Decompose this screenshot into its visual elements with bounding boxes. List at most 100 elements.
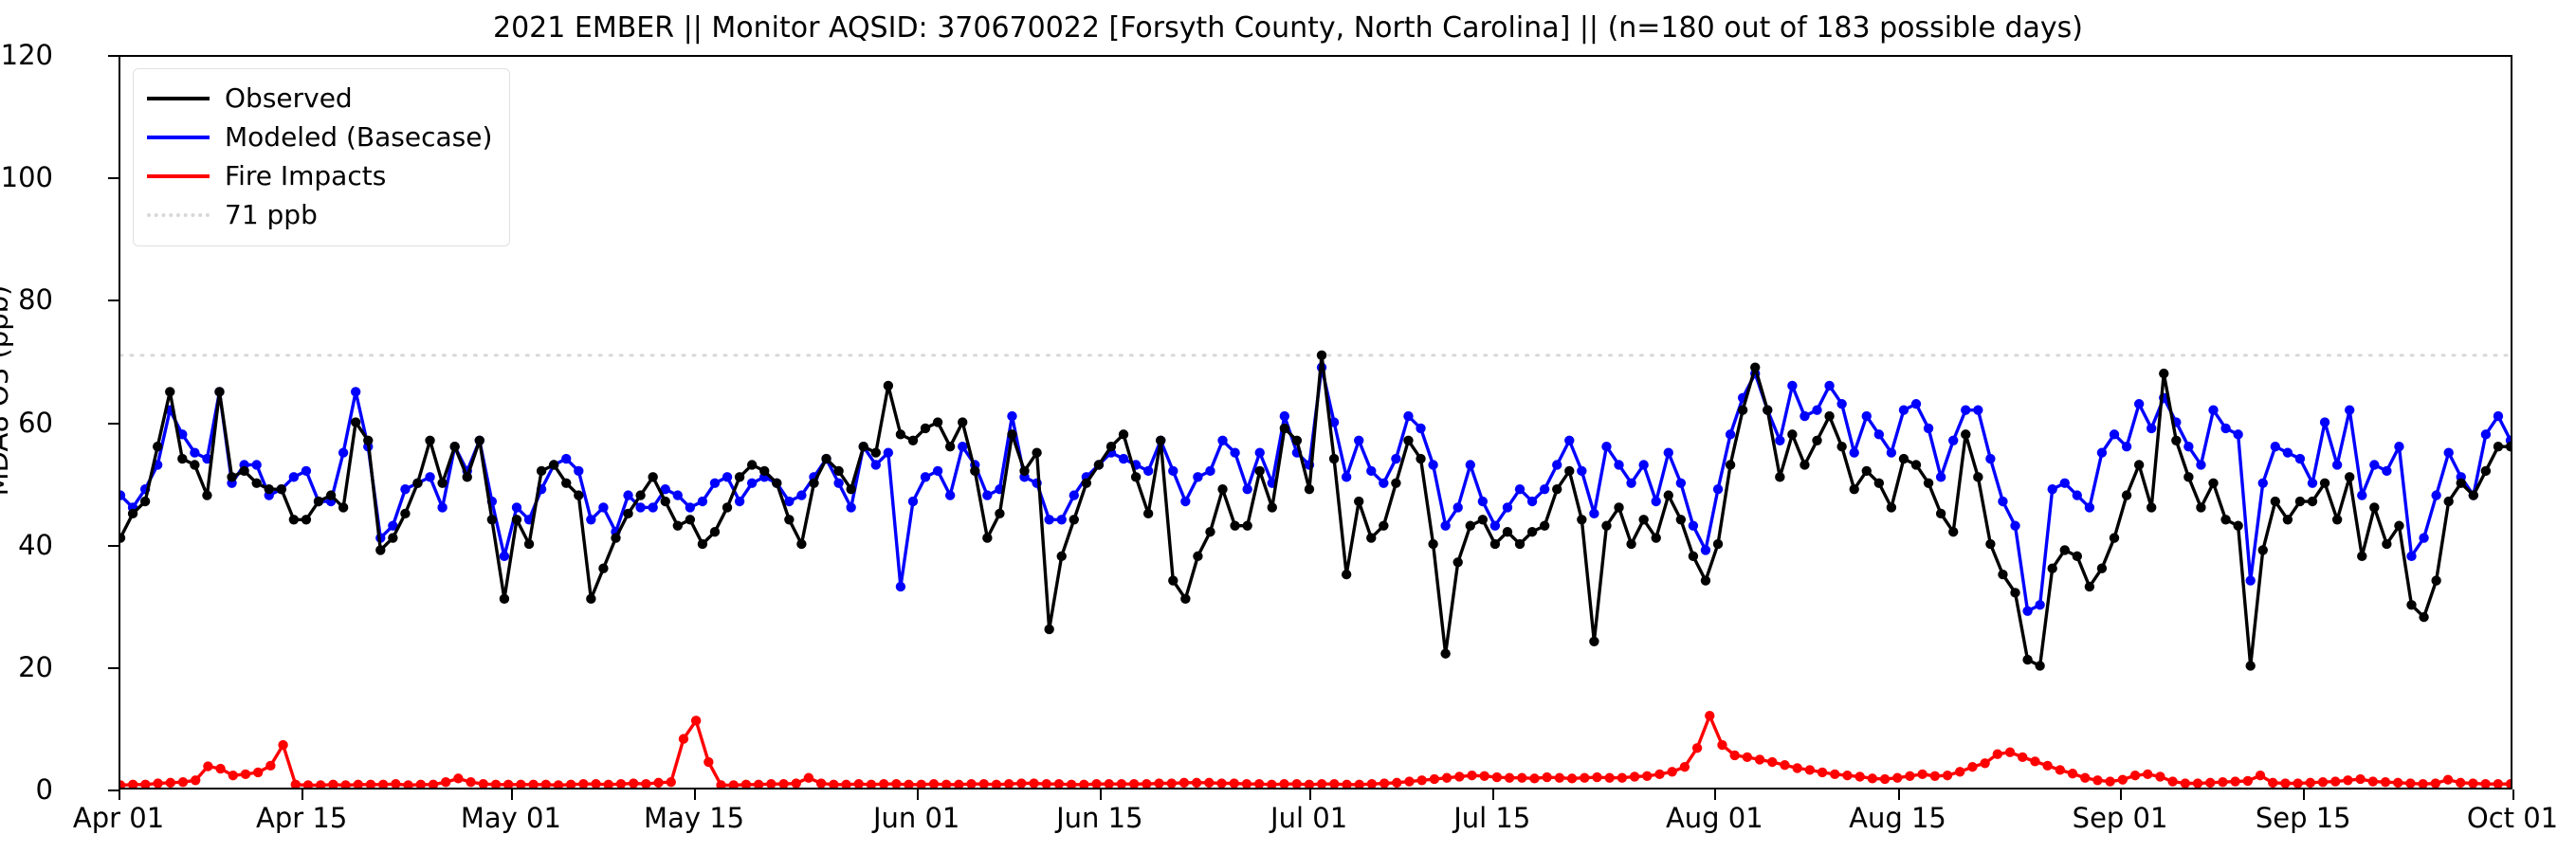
data-point — [858, 442, 868, 452]
data-point — [1477, 496, 1489, 507]
data-point — [1230, 447, 1240, 458]
data-point — [1166, 778, 1177, 788]
data-point — [944, 442, 956, 452]
data-point — [1044, 624, 1054, 635]
data-point — [1629, 771, 1640, 782]
data-point — [523, 538, 535, 550]
data-point — [1580, 772, 1590, 783]
x-tick-mark — [694, 789, 697, 800]
data-point — [1638, 515, 1649, 525]
data-point — [944, 490, 956, 500]
data-point — [709, 526, 721, 537]
data-point — [598, 563, 609, 573]
data-point — [1354, 779, 1364, 788]
legend-item[interactable]: Modeled (Basecase) — [147, 118, 492, 156]
data-point — [1742, 752, 1753, 763]
x-tick-mark — [1714, 789, 1717, 800]
data-point — [1253, 778, 1265, 788]
data-point — [821, 453, 831, 464]
data-point — [499, 593, 510, 604]
data-point — [1066, 779, 1077, 788]
data-point — [403, 780, 413, 788]
data-point — [139, 496, 151, 507]
data-point — [165, 387, 175, 397]
data-point — [1526, 526, 1538, 537]
data-point — [466, 777, 476, 788]
data-point — [623, 508, 633, 519]
data-point — [870, 447, 881, 458]
data-point — [251, 460, 262, 470]
data-point — [1329, 778, 1340, 788]
data-point — [1242, 520, 1252, 531]
data-point — [846, 502, 856, 513]
data-point — [1069, 490, 1079, 500]
data-point — [1775, 472, 1785, 482]
data-point — [391, 778, 401, 788]
data-point — [350, 387, 361, 397]
data-point — [1948, 435, 1959, 445]
legend: Observed Modeled (Basecase) Fire Impacts 71… — [133, 68, 511, 246]
data-point — [928, 778, 940, 788]
data-point — [1379, 520, 1389, 531]
data-point — [2307, 478, 2318, 488]
data-point — [1861, 465, 1872, 477]
data-point — [1614, 460, 1624, 470]
data-point — [833, 465, 844, 477]
data-point — [1328, 453, 1340, 464]
data-point — [561, 453, 572, 464]
data-point — [1842, 770, 1853, 781]
data-point — [1081, 478, 1092, 488]
data-point — [2419, 533, 2429, 543]
data-point — [1517, 772, 1527, 783]
data-point — [1116, 778, 1127, 788]
data-point — [2042, 760, 2053, 771]
data-point — [916, 779, 926, 788]
data-point — [1241, 778, 1252, 788]
data-point — [2109, 429, 2120, 440]
data-point — [1392, 777, 1402, 788]
data-point — [1029, 778, 1039, 788]
data-point — [536, 465, 547, 477]
data-point — [437, 502, 448, 513]
data-point — [2394, 520, 2404, 531]
x-tick-mark — [2303, 789, 2306, 800]
data-point — [1849, 447, 1859, 458]
data-point — [265, 760, 276, 771]
data-point — [1477, 515, 1489, 525]
data-point — [1118, 453, 1129, 464]
data-point — [1910, 460, 1922, 470]
data-point — [697, 538, 708, 550]
data-point — [338, 502, 349, 513]
legend-item[interactable]: 71 ppb — [147, 195, 492, 234]
data-point — [2133, 399, 2145, 409]
data-point — [1849, 484, 1859, 495]
data-point — [1032, 447, 1042, 458]
y-tick-label: 40 — [18, 528, 53, 561]
data-point — [1489, 520, 1501, 531]
data-point — [2121, 442, 2132, 452]
data-point — [648, 472, 658, 482]
data-point — [1217, 435, 1228, 445]
data-point — [778, 778, 789, 788]
legend-item[interactable]: Fire Impacts — [147, 156, 492, 195]
data-point — [690, 716, 702, 726]
data-point — [2220, 423, 2231, 434]
data-point — [1366, 778, 1378, 788]
data-point — [941, 779, 952, 788]
data-point — [1403, 410, 1414, 422]
data-point — [239, 465, 249, 477]
data-point — [2430, 778, 2440, 788]
data-point — [2317, 777, 2329, 788]
data-point — [1053, 778, 1065, 788]
data-point — [1948, 526, 1959, 537]
data-point — [288, 472, 300, 482]
legend-item[interactable]: Observed — [147, 79, 492, 118]
data-point — [2480, 429, 2492, 440]
data-point — [870, 460, 881, 470]
chart-title: 2021 EMBER || Monitor AQSID: 370670022 [… — [492, 11, 2084, 45]
legend-swatch-icon — [147, 124, 210, 151]
x-tick-mark — [1308, 789, 1311, 800]
data-point — [846, 484, 856, 495]
data-point — [746, 460, 758, 470]
